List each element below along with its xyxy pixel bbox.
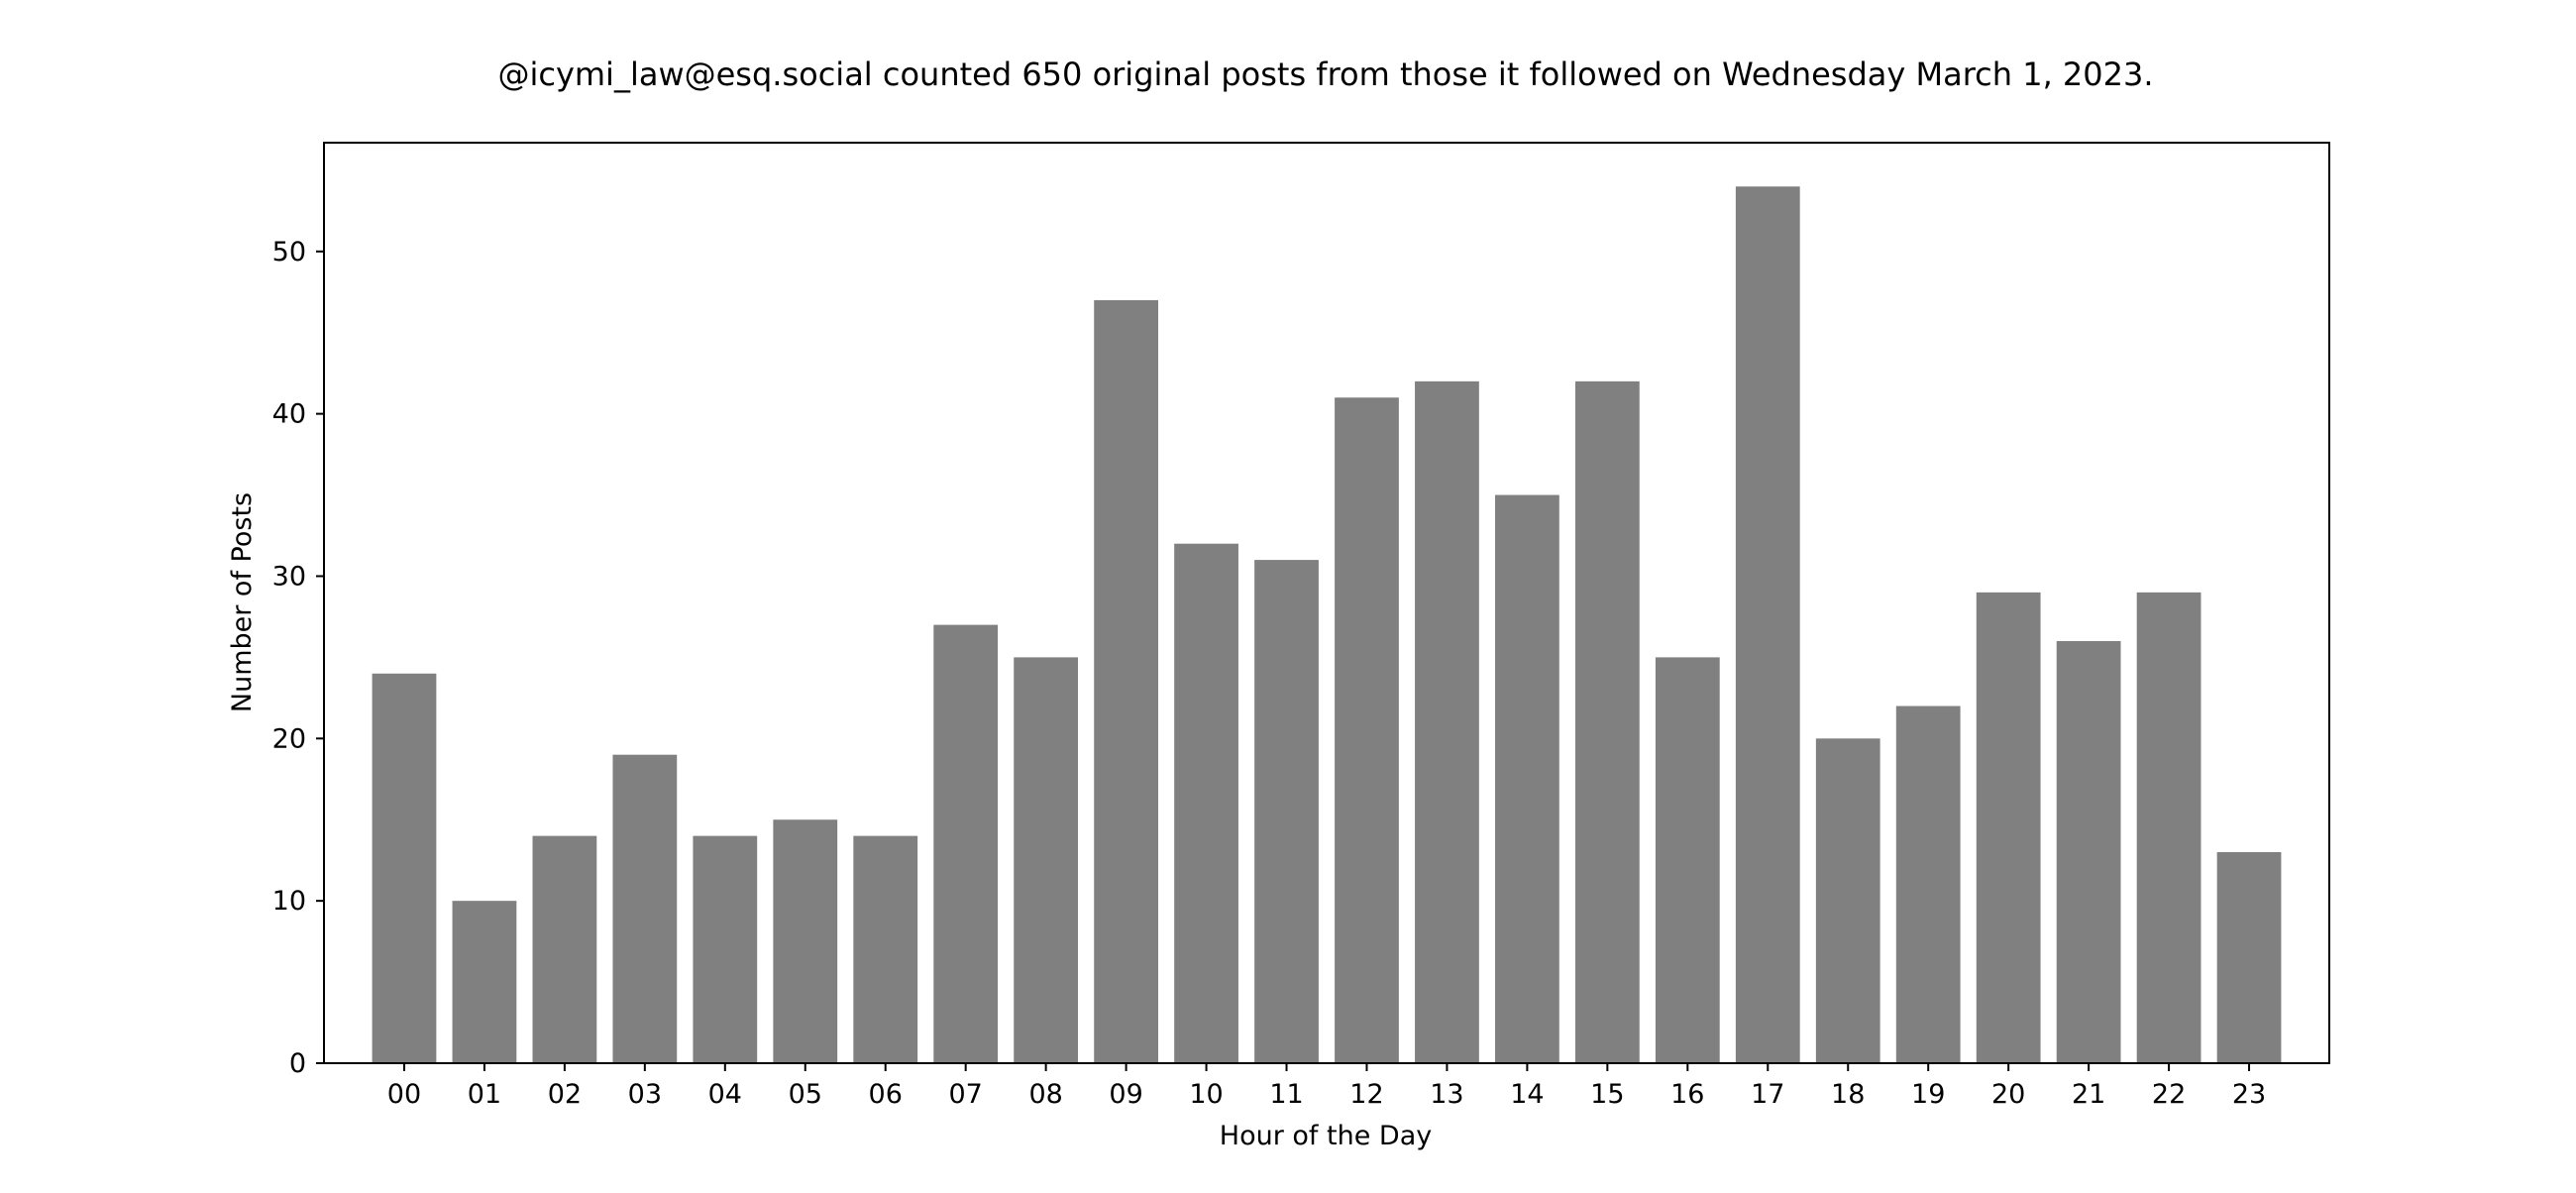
bar-02 (532, 835, 597, 1063)
x-tick-label: 09 (1109, 1079, 1142, 1110)
bar-09 (1094, 299, 1158, 1063)
bar-21 (2056, 641, 2121, 1063)
x-tick-label: 15 (1590, 1079, 1624, 1110)
bar-16 (1655, 657, 1720, 1063)
x-tick-label: 02 (548, 1079, 582, 1110)
y-tick-label: 40 (272, 399, 306, 430)
y-tick-label: 20 (272, 723, 306, 754)
bars-layer (372, 186, 2282, 1064)
bar-03 (612, 754, 678, 1063)
x-tick-label: 17 (1751, 1079, 1784, 1110)
bar-11 (1254, 560, 1319, 1063)
x-tick-label: 12 (1349, 1079, 1383, 1110)
chart-title: @icymi_law@esq.social counted 650 origin… (497, 55, 2153, 93)
bar-10 (1174, 543, 1238, 1063)
bar-23 (2216, 852, 2282, 1063)
x-tick-label: 19 (1911, 1079, 1945, 1110)
bar-14 (1495, 494, 1559, 1063)
x-tick-label: 03 (628, 1079, 662, 1110)
bar-18 (1815, 738, 1880, 1063)
x-tick-label: 23 (2232, 1079, 2266, 1110)
bar-15 (1574, 380, 1640, 1064)
x-axis-label: Hour of the Day (1220, 1121, 1432, 1151)
bar-13 (1415, 380, 1479, 1064)
plot-frame (323, 142, 2330, 1064)
bar-20 (1976, 592, 2041, 1063)
bar-01 (452, 901, 517, 1063)
bar-17 (1735, 186, 1800, 1064)
bar-05 (773, 819, 838, 1063)
x-tick-label: 22 (2152, 1079, 2186, 1110)
x-tick-label: 01 (468, 1079, 501, 1110)
x-axis-ticks: 00 01 02 03 04 05 06 07 08 09 10 11 12 13 14 15 16 17 18 19… (387, 1063, 2266, 1110)
bar-07 (933, 624, 999, 1063)
bar-00 (372, 673, 437, 1063)
bar-12 (1335, 397, 1399, 1063)
bar-06 (853, 835, 918, 1063)
x-tick-label: 20 (1991, 1079, 2025, 1110)
x-tick-label: 07 (949, 1079, 983, 1110)
y-tick-label: 30 (272, 561, 306, 592)
y-axis-label: Number of Posts (227, 492, 258, 712)
x-tick-label: 06 (869, 1079, 903, 1110)
bar-04 (693, 835, 758, 1063)
x-tick-label: 10 (1189, 1079, 1223, 1110)
y-tick-label: 0 (289, 1048, 306, 1079)
y-tick-label: 50 (272, 237, 306, 268)
x-tick-label: 00 (387, 1079, 421, 1110)
y-axis-ticks: 0 10 20 30 40 50 (272, 237, 324, 1079)
x-tick-label: 21 (2072, 1079, 2105, 1110)
x-tick-label: 16 (1670, 1079, 1704, 1110)
x-tick-label: 05 (789, 1079, 822, 1110)
x-tick-label: 11 (1269, 1079, 1303, 1110)
bar-22 (2136, 592, 2201, 1063)
x-tick-label: 13 (1430, 1079, 1463, 1110)
x-tick-label: 04 (708, 1079, 742, 1110)
x-tick-label: 18 (1831, 1079, 1865, 1110)
x-tick-label: 08 (1028, 1079, 1062, 1110)
y-tick-label: 10 (272, 886, 306, 917)
x-tick-label: 14 (1510, 1079, 1544, 1110)
bar-19 (1895, 705, 1961, 1063)
bar-08 (1014, 657, 1079, 1063)
